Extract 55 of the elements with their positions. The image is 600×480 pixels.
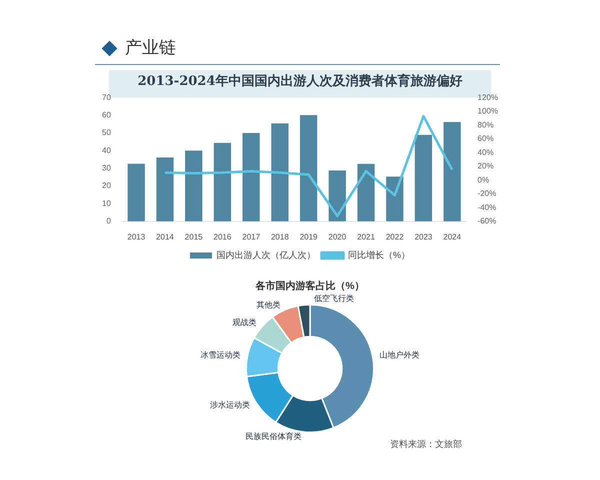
x-tick-label: 2021 [357, 232, 376, 242]
x-tick-label: 2015 [184, 232, 204, 242]
y2-tick-label: 60% [478, 134, 494, 144]
x-tick-label: 2019 [300, 232, 318, 242]
bar [185, 150, 202, 222]
chart-title: 各市国内游客占比（%） [254, 280, 364, 292]
x-tick-label: 2024 [443, 232, 462, 242]
x-tick-label: 2017 [242, 232, 261, 242]
y2-tick-label: -20% [478, 189, 496, 198]
y-tick-label: 10 [102, 198, 112, 208]
x-tick-label: 2014 [156, 232, 174, 242]
y-tick-label: 30 [102, 164, 112, 173]
y2-tick-label: 100% [478, 106, 498, 116]
x-tick-label: 2022 [386, 232, 404, 242]
bar [128, 164, 145, 222]
bar [386, 176, 404, 222]
bar [444, 122, 461, 222]
x-tick-label: 2013 [127, 232, 146, 242]
y2-tick-label: -40% [478, 202, 496, 212]
slice-label: 涉水运动类 [210, 400, 250, 410]
y-tick-label: 40 [102, 146, 112, 155]
y2-tick-label: 120% [478, 92, 498, 102]
x-tick-label: 2023 [414, 232, 433, 242]
x-tick-label: 2016 [214, 232, 232, 242]
slice-label: 其他类 [256, 300, 281, 310]
text: 资料来源：文旅部 [390, 438, 462, 451]
y-tick-label: 70 [102, 92, 112, 102]
bar [242, 132, 260, 222]
y-tick-label: 0 [106, 216, 112, 226]
y-tick-label: 60 [102, 110, 112, 120]
bar [300, 115, 318, 222]
y-tick-label: 50 [102, 128, 112, 138]
slice-label: 山地户外类 [380, 350, 420, 360]
bar [328, 170, 346, 222]
legend-label: 国内出游人次（亿人次） [216, 250, 316, 260]
y2-tick-label: 0% [478, 175, 490, 184]
y-tick-label: 20 [102, 181, 112, 190]
bar [271, 123, 288, 222]
x-tick-label: 2020 [328, 232, 347, 242]
bar [357, 164, 375, 222]
bar [156, 158, 174, 222]
chart-title: 2013-2024年中国国内出游人次及消费者体育旅游偏好 [138, 73, 462, 90]
slice-label: 民族民俗体育类 [246, 432, 302, 442]
y2-tick-label: 20% [478, 162, 494, 171]
y2-tick-label: 40% [478, 148, 494, 157]
y2-tick-label: 80% [478, 120, 494, 130]
slice-label: 冰雪运动类 [200, 350, 240, 360]
slice-label: 低空飞行类 [314, 294, 354, 303]
bar [214, 142, 232, 222]
text: 产业链 [125, 37, 176, 59]
legend-label: 同比增长（%） [348, 250, 410, 260]
y2-tick-label: -60% [478, 216, 496, 226]
slice-label: 观战类 [232, 318, 256, 328]
bar [414, 134, 432, 222]
x-tick-label: 2018 [270, 232, 290, 242]
